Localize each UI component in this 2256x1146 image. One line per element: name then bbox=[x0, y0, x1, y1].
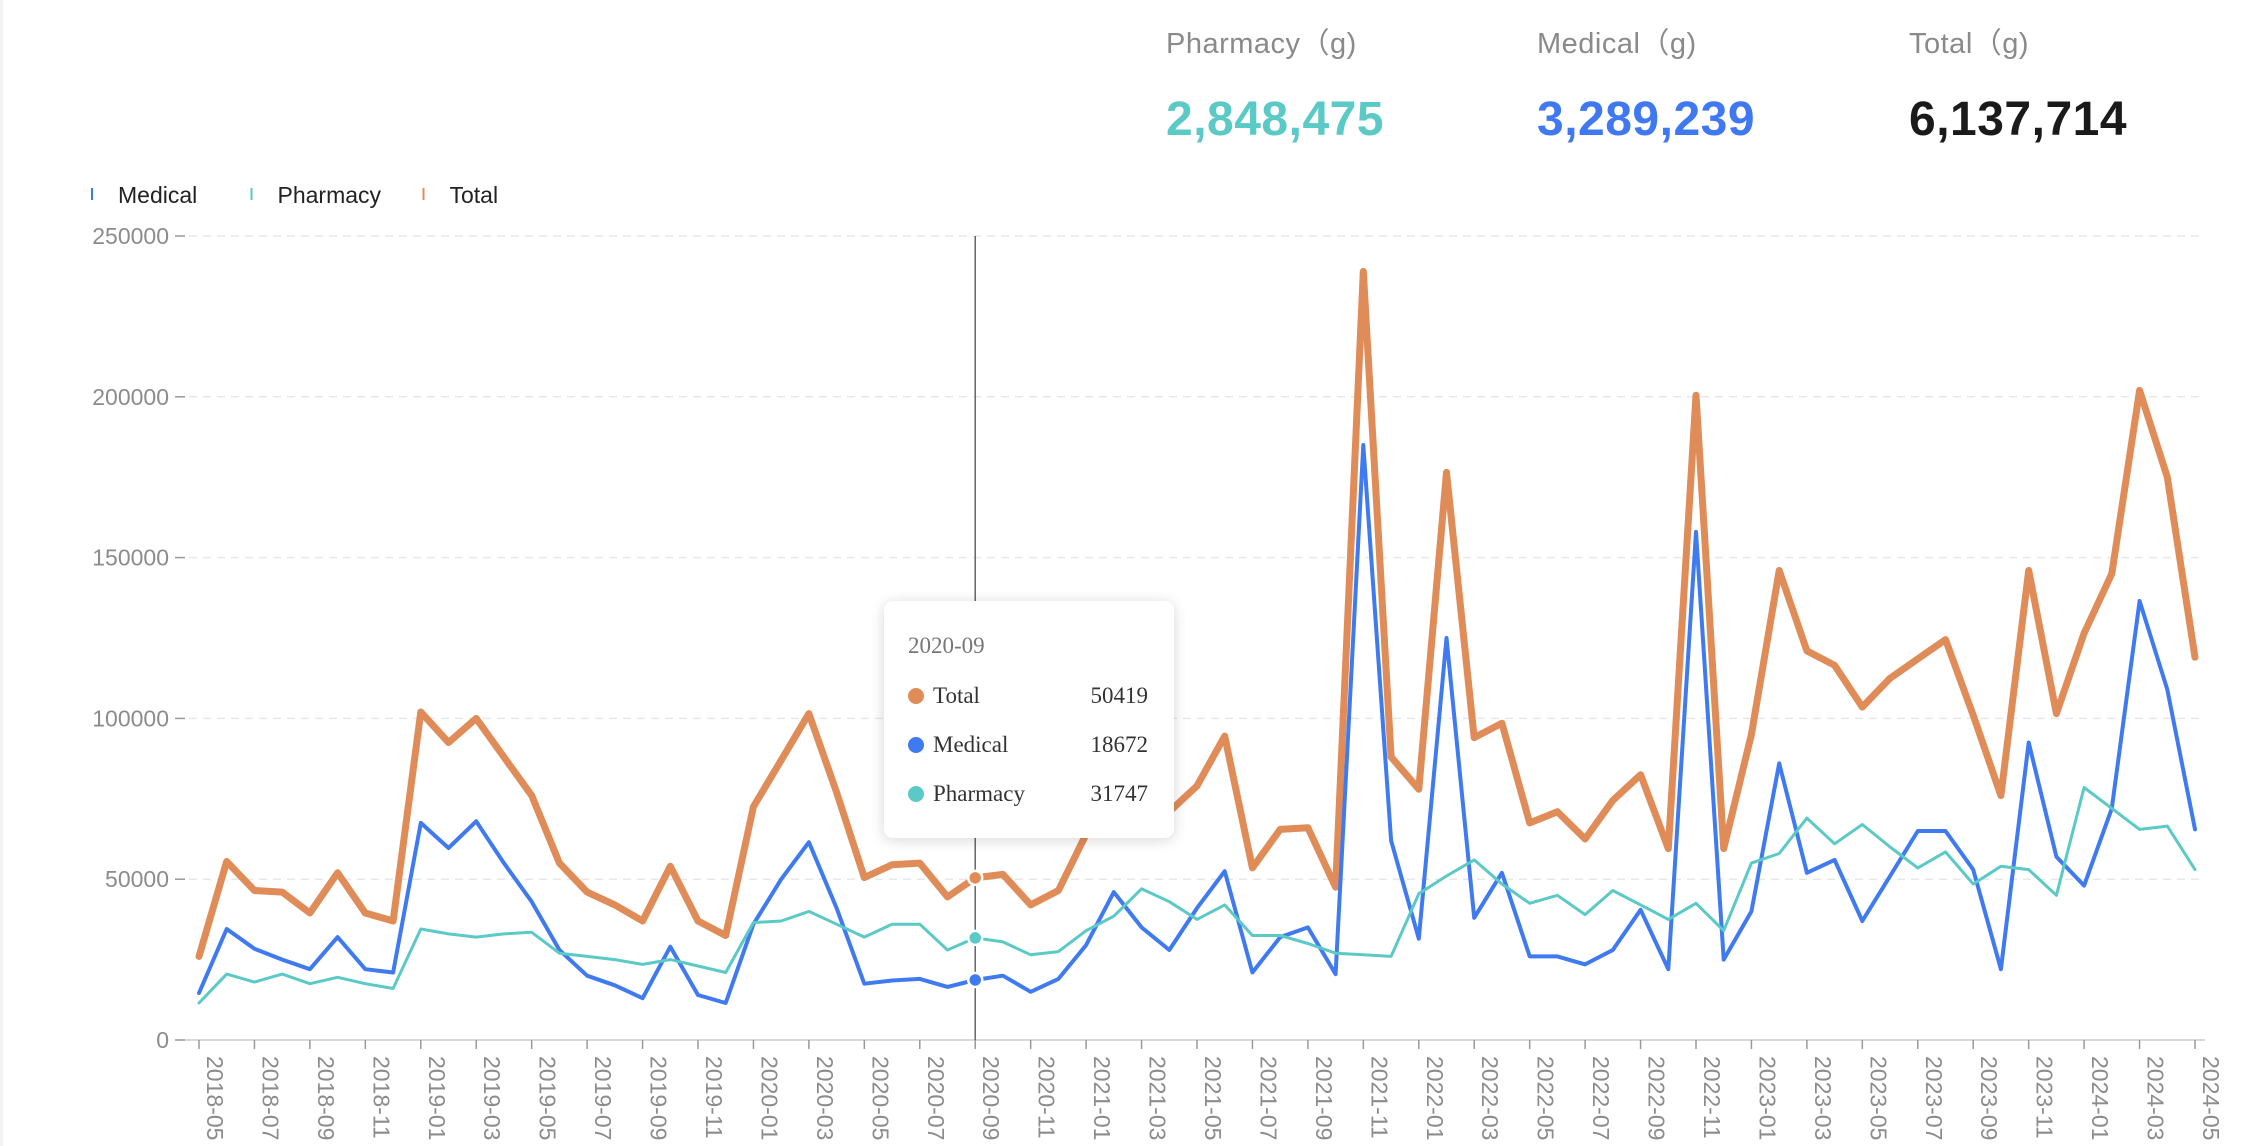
x-tick-label: 2023-01 bbox=[1754, 1056, 1780, 1140]
x-tick-label: 2019-01 bbox=[424, 1056, 450, 1140]
pharmacy-stat: Pharmacy（g) 2,848,475 bbox=[1166, 20, 1384, 147]
x-tick-label: 2023-03 bbox=[1810, 1056, 1836, 1140]
y-tick-label: 100000 bbox=[92, 705, 169, 731]
x-tick-label: 2024-03 bbox=[2143, 1056, 2169, 1140]
x-tick-label: 2021-05 bbox=[1200, 1056, 1226, 1140]
x-tick-label: 2020-01 bbox=[756, 1056, 782, 1140]
total-stat: Total（g) 6,137,714 bbox=[1909, 20, 2127, 147]
x-tick-label: 2023-09 bbox=[1976, 1056, 2002, 1140]
tooltip-dot-pharmacy bbox=[908, 786, 924, 802]
x-tick-label: 2019-05 bbox=[535, 1056, 561, 1140]
tooltip-name-medical: Medical bbox=[933, 732, 1009, 757]
x-tick-label: 2019-11 bbox=[701, 1056, 727, 1139]
medical-stat: Medical（g) 3,289,239 bbox=[1537, 20, 1755, 147]
x-tick-label: 2021-11 bbox=[1366, 1056, 1392, 1139]
x-tick-label: 2018-11 bbox=[368, 1056, 394, 1139]
tooltip-value-medical: 18672 bbox=[1090, 732, 1149, 757]
x-tick-label: 2018-09 bbox=[313, 1056, 339, 1140]
x-tick-label: 2023-07 bbox=[1921, 1056, 1947, 1140]
legend-label-total[interactable]: Total bbox=[450, 182, 499, 208]
total-stat-value: 6,137,714 bbox=[1909, 93, 2128, 146]
x-tick-label: 2023-05 bbox=[1865, 1056, 1891, 1140]
x-tick-label: 2021-09 bbox=[1311, 1056, 1337, 1140]
x-tick-label: 2019-07 bbox=[590, 1056, 616, 1140]
tooltip-title: 2020-09 bbox=[908, 633, 985, 658]
medical-stat-value: 3,289,239 bbox=[1537, 93, 1756, 146]
x-tick-label: 2020-05 bbox=[867, 1056, 893, 1140]
x-tick-label: 2024-01 bbox=[2087, 1056, 2113, 1140]
chart-tooltip: 2020-09 Total 50419 Medical 18672 Pharma… bbox=[884, 601, 1174, 838]
pharmacy-stat-value: 2,848,475 bbox=[1166, 93, 1385, 146]
y-tick-label: 0 bbox=[156, 1027, 169, 1053]
y-tick-label: 200000 bbox=[92, 384, 169, 410]
left-edge-divider bbox=[0, 0, 3, 1146]
total-stat-label: Total（g) bbox=[1909, 28, 2030, 60]
tooltip-value-pharmacy: 31747 bbox=[1090, 781, 1149, 806]
tooltip-name-total: Total bbox=[933, 683, 980, 708]
x-tick-label: 2019-09 bbox=[646, 1056, 672, 1140]
x-tick-label: 2018-07 bbox=[257, 1056, 283, 1140]
series-line-medical bbox=[197, 443, 2197, 1005]
x-tick-label: 2022-03 bbox=[1477, 1056, 1503, 1140]
tooltip-name-pharmacy: Pharmacy bbox=[933, 781, 1025, 806]
y-tick-label: 150000 bbox=[92, 545, 169, 571]
tooltip-row-pharmacy: Pharmacy 31747 bbox=[908, 781, 1148, 811]
y-tick-label: 50000 bbox=[105, 866, 169, 892]
legend-label-pharmacy[interactable]: Pharmacy bbox=[278, 182, 382, 208]
hover-point-medical bbox=[966, 971, 984, 989]
tooltip-row-medical: Medical 18672 bbox=[908, 732, 1148, 762]
series-line-pharmacy bbox=[197, 786, 2197, 1005]
x-tick-label: 2019-03 bbox=[479, 1056, 505, 1140]
x-tick-label: 2022-09 bbox=[1644, 1056, 1670, 1140]
tooltip-dot-total bbox=[908, 688, 924, 704]
x-tick-label: 2021-07 bbox=[1255, 1056, 1281, 1140]
x-tick-label: 2021-03 bbox=[1145, 1056, 1171, 1140]
x-tick-label: 2020-09 bbox=[978, 1056, 1004, 1140]
x-tick-label: 2022-01 bbox=[1422, 1056, 1448, 1140]
x-tick-label: 2021-01 bbox=[1089, 1056, 1115, 1140]
series-line-total bbox=[195, 267, 2199, 960]
hover-point-pharmacy bbox=[966, 929, 984, 947]
x-tick-label: 2020-11 bbox=[1034, 1056, 1060, 1139]
x-tick-label: 2018-05 bbox=[202, 1056, 228, 1140]
x-tick-label: 2020-03 bbox=[812, 1056, 838, 1140]
tooltip-row-total: Total 50419 bbox=[908, 683, 1148, 713]
x-tick-label: 2024-05 bbox=[2198, 1056, 2224, 1140]
x-tick-label: 2020-07 bbox=[923, 1056, 949, 1140]
x-tick-label: 2023-11 bbox=[2032, 1056, 2058, 1139]
x-tick-label: 2022-07 bbox=[1588, 1056, 1614, 1140]
hover-point-total bbox=[966, 869, 984, 887]
tooltip-dot-medical bbox=[908, 737, 924, 753]
medical-stat-label: Medical（g) bbox=[1537, 28, 1697, 60]
tooltip-value-total: 50419 bbox=[1090, 683, 1149, 708]
x-tick-label: 2022-11 bbox=[1699, 1056, 1725, 1139]
x-tick-label: 2022-05 bbox=[1533, 1056, 1559, 1140]
y-tick-label: 250000 bbox=[92, 223, 169, 249]
legend-label-medical[interactable]: Medical bbox=[118, 182, 197, 208]
pharmacy-stat-label: Pharmacy（g) bbox=[1166, 28, 1357, 60]
